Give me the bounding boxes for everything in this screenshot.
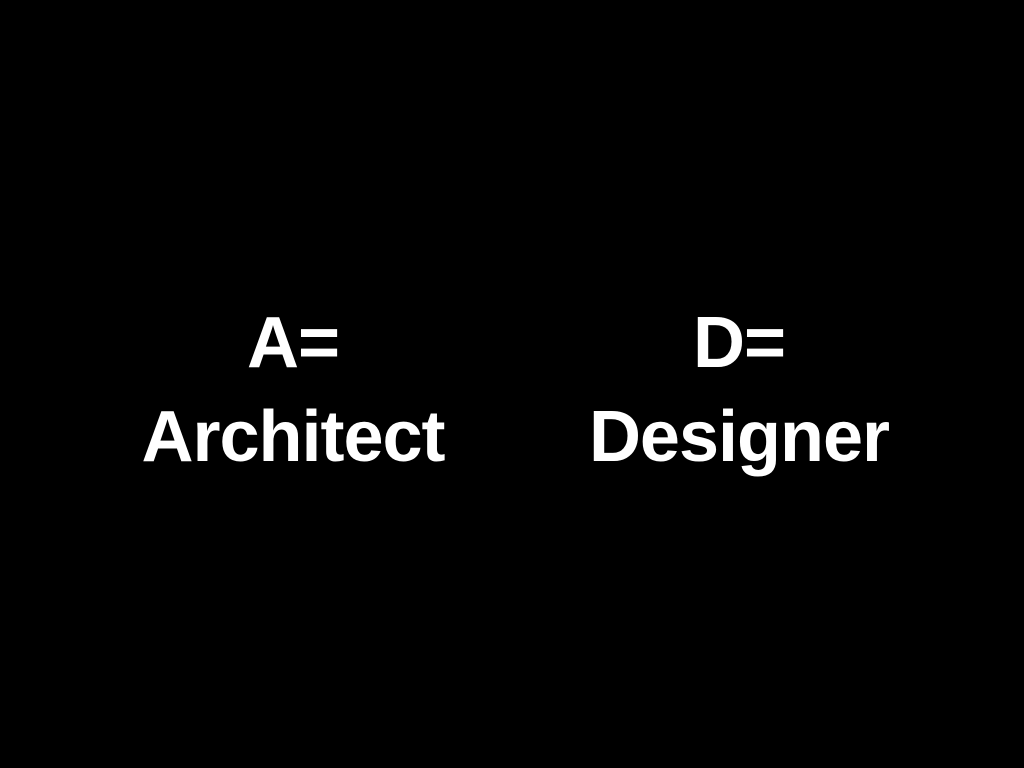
architect-term: Architect <box>141 397 445 477</box>
designer-term: Designer <box>588 397 890 477</box>
architect-key: A= <box>246 303 340 383</box>
architect-definition: A= Architect <box>118 296 468 484</box>
designer-key: D= <box>692 303 786 383</box>
designer-definition: D= Designer <box>566 296 912 484</box>
